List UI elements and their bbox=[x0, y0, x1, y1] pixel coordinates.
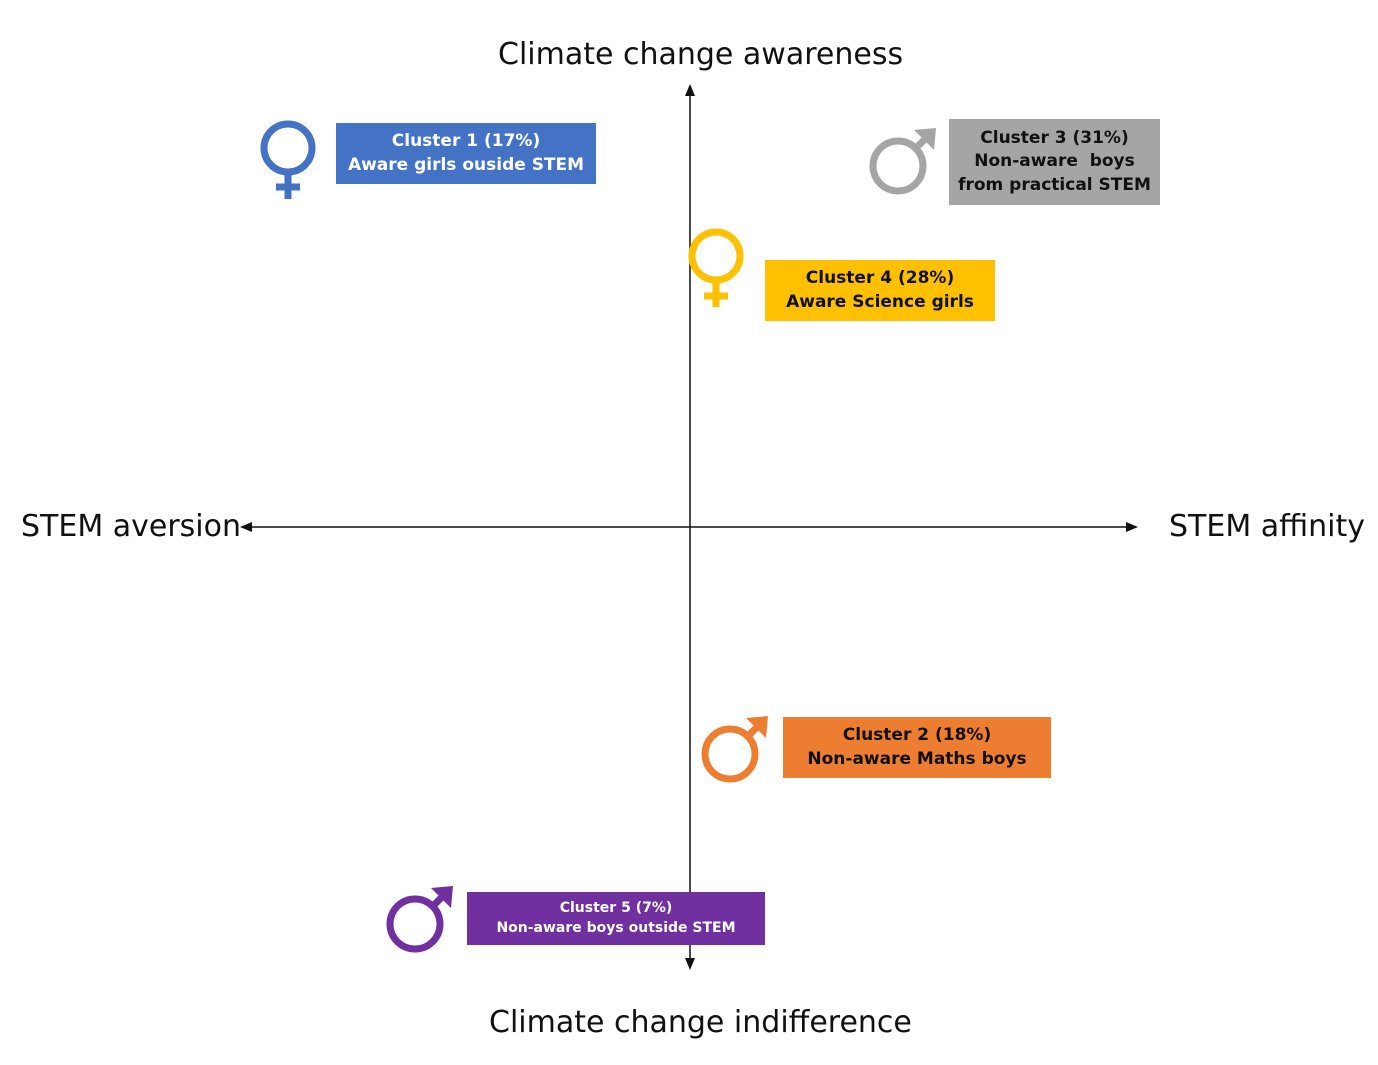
cluster-4-box: Cluster 4 (28%) Aware Science girls bbox=[765, 260, 995, 321]
cluster-3-description-line-2: from practical STEM bbox=[958, 174, 1151, 195]
male-symbol-icon bbox=[869, 128, 936, 195]
vertical-axis-arrow-down bbox=[685, 958, 695, 970]
cluster-5-description: Non-aware boys outside STEM bbox=[496, 919, 736, 936]
cluster-2-description: Non-aware Maths boys bbox=[807, 748, 1027, 769]
cluster-5-box: Cluster 5 (7%) Non-aware boys outside ST… bbox=[467, 892, 765, 945]
cluster-5-title: Cluster 5 (7%) bbox=[559, 900, 673, 917]
cluster-1-description: Aware girls ouside STEM bbox=[347, 154, 585, 175]
axis-label-top: Climate change awareness bbox=[498, 37, 904, 72]
cluster-2-title: Cluster 2 (18%) bbox=[842, 725, 992, 746]
cluster-3-box: Cluster 3 (31%) Non-aware boys from prac… bbox=[949, 119, 1160, 205]
cluster-2-box: Cluster 2 (18%) Non-aware Maths boys bbox=[783, 717, 1051, 778]
horizontal-axis-arrow-right bbox=[1126, 522, 1138, 532]
female-symbol-icon bbox=[260, 120, 316, 199]
male-symbol-icon bbox=[386, 886, 453, 953]
cluster-4-title: Cluster 4 (28%) bbox=[805, 268, 955, 289]
male-symbol-icon bbox=[701, 716, 768, 783]
cluster-4-description: Aware Science girls bbox=[786, 291, 974, 312]
axis-label-left: STEM aversion bbox=[21, 509, 242, 544]
female-symbol-icon bbox=[688, 228, 744, 307]
cluster-1-title: Cluster 1 (17%) bbox=[391, 131, 541, 152]
axis-label-bottom: Climate change indifference bbox=[489, 1005, 912, 1040]
cluster-3-title: Cluster 3 (31%) bbox=[980, 127, 1129, 148]
cluster-1-box: Cluster 1 (17%) Aware girls ouside STEM bbox=[336, 123, 596, 184]
cluster-3-description-line-1: Non-aware boys bbox=[974, 151, 1135, 172]
axis-label-right: STEM affinity bbox=[1169, 509, 1365, 544]
horizontal-axis-arrow-left bbox=[240, 522, 252, 532]
vertical-axis-arrow-up bbox=[685, 84, 695, 96]
